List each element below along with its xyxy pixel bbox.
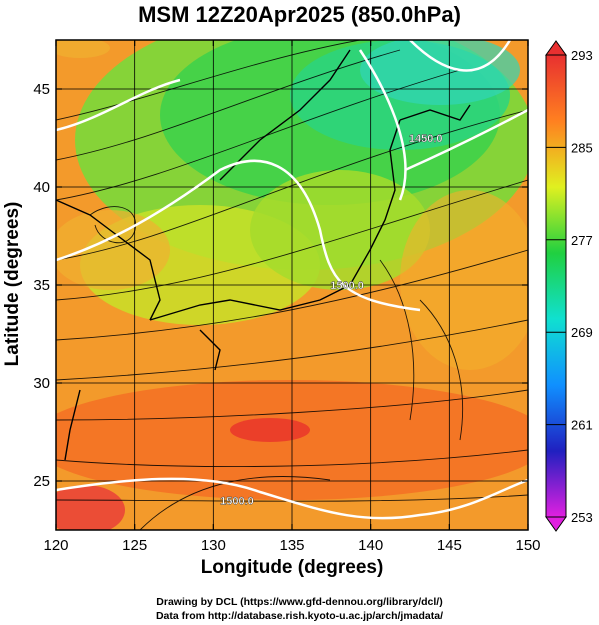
x-tick-label: 135 <box>279 537 304 554</box>
y-axis-label: Latitude (degrees) <box>2 201 23 367</box>
x-axis-label: Longitude (degrees) <box>200 557 384 578</box>
x-axis: 120 125 130 135 140 145 150 <box>43 40 541 554</box>
x-tick-label: 145 <box>437 537 462 554</box>
colorbar-tick-label: 277 <box>571 233 593 248</box>
colorbar: 253 261 269 277 285 293 <box>545 40 593 532</box>
y-tick-label: 35 <box>33 277 50 294</box>
y-tick-label: 45 <box>33 81 50 98</box>
credit-data: Data from http://database.rish.kyoto-u.a… <box>155 610 444 622</box>
colorbar-gradient <box>545 54 567 518</box>
coastlines <box>56 49 471 461</box>
x-tick-label: 125 <box>122 537 147 554</box>
y-tick-label: 25 <box>33 473 50 490</box>
y-axis: 25 30 35 40 45 <box>33 81 528 490</box>
contour-labels: 1500.0 1450.0 1500.0 <box>220 133 443 508</box>
x-tick-label: 120 <box>43 537 68 554</box>
chart-title: MSM 12Z20Apr2025 (850.0hPa) <box>138 2 461 27</box>
y-tick-label: 30 <box>33 375 50 392</box>
plot-area: 1500.0 1450.0 1500.0 <box>56 40 528 530</box>
colorbar-max-arrow <box>545 40 567 56</box>
colorbar-min-arrow <box>545 516 567 532</box>
colorbar-tick-label: 269 <box>571 325 593 340</box>
streamlines <box>56 40 528 530</box>
colorbar-tick-label: 293 <box>571 48 593 63</box>
colorbar-tick-label: 285 <box>571 140 593 155</box>
x-tick-label: 150 <box>515 537 540 554</box>
credit-drawing: Drawing by DCL (https://www.gfd-dennou.o… <box>156 596 443 608</box>
contour-label: 1500.0 <box>330 280 364 292</box>
y-tick-label: 40 <box>33 179 50 196</box>
x-tick-label: 130 <box>201 537 226 554</box>
colorbar-tick-label: 261 <box>571 418 593 433</box>
colorbar-tick-label: 253 <box>571 510 593 525</box>
height-contours <box>56 40 528 520</box>
x-tick-label: 140 <box>358 537 383 554</box>
contour-label: 1450.0 <box>409 133 443 145</box>
contour-label: 1500.0 <box>220 496 254 508</box>
